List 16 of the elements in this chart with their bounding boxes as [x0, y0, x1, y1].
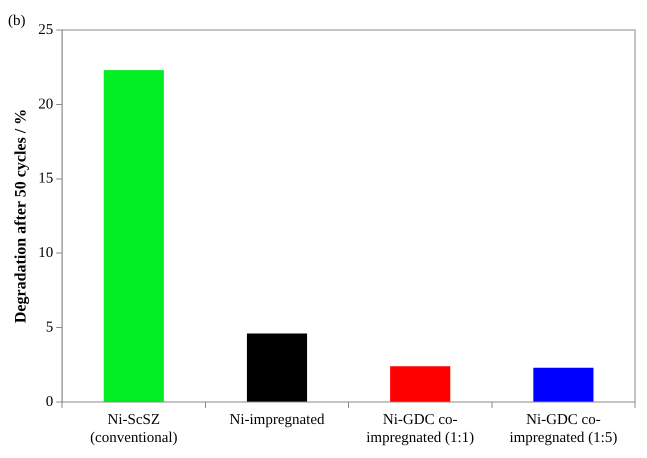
x-tick-label: Ni-GDC co- impregnated (1:5) [509, 412, 618, 446]
bar [533, 368, 594, 402]
y-tick-label: 15 [38, 170, 54, 187]
x-tick-label: Ni-ScSZ (conventional) [90, 412, 178, 446]
bar [390, 366, 450, 402]
bar [104, 70, 164, 402]
y-tick-label: 0 [46, 394, 54, 410]
y-tick-label: 5 [46, 320, 54, 336]
x-tick-label: Ni-impregnated [230, 412, 325, 428]
bar [246, 334, 308, 402]
y-tick-label: 10 [38, 245, 54, 262]
y-tick-label: 20 [38, 96, 54, 112]
x-tick-label: Ni-GDC co- impregnated (1:1) [366, 412, 474, 446]
chart-title: (b) [8, 12, 26, 29]
y-axis-title: Degradation after 50 cycles / % [12, 108, 30, 324]
y-tick-label: 25 [38, 22, 54, 38]
